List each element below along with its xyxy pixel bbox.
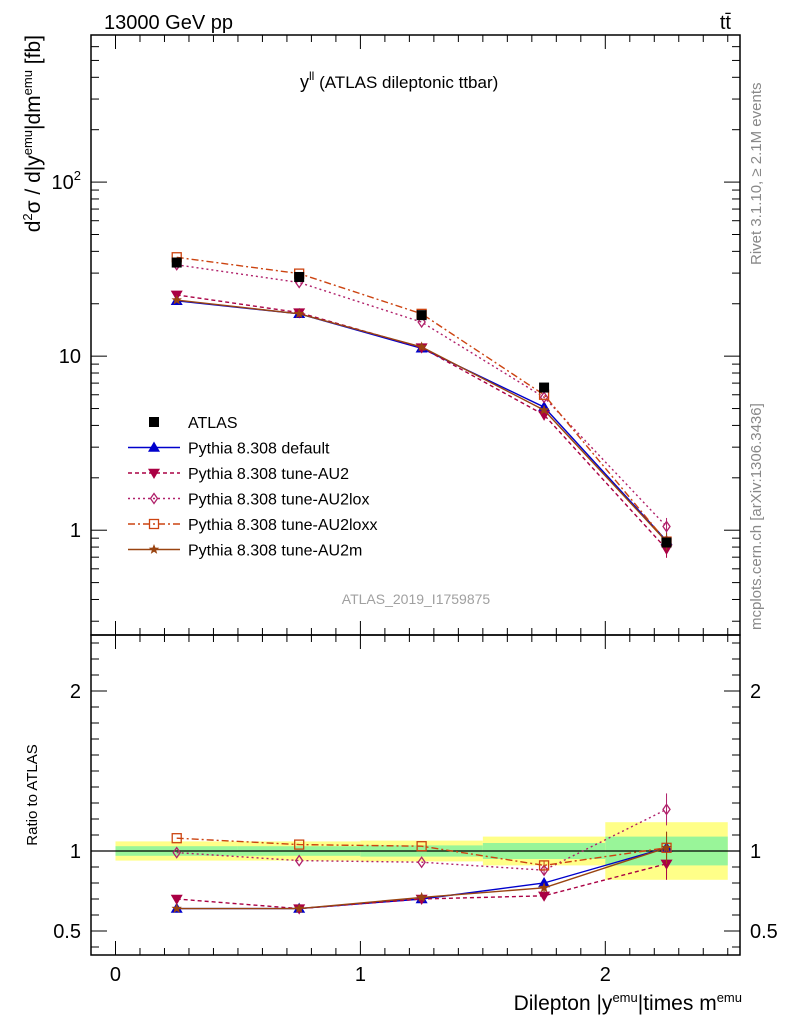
ratio-5-point <box>661 842 672 853</box>
y-tick-label: 1 <box>70 520 81 542</box>
legend-label: Pythia 8.308 tune-AU2lox <box>188 492 369 509</box>
ratio-3-point <box>417 856 426 869</box>
legend-label: Pythia 8.308 tune-AU2 <box>188 466 349 483</box>
ratio-1-point <box>538 877 551 888</box>
series-5-point <box>416 341 427 352</box>
series-5-point <box>293 308 305 319</box>
ratio-y-axis-label: Ratio to ATLAS <box>24 744 41 845</box>
y-tick-label: 102 <box>52 168 81 194</box>
y-tick-label: 10 <box>59 346 81 368</box>
ratio-y-tick-label-right: 1 <box>750 841 761 863</box>
ratio-5-point <box>293 903 305 913</box>
series-3-point <box>539 391 549 404</box>
analysis-id-label: ATLAS_2019_I1759875 <box>342 591 491 607</box>
atlas-data-point <box>171 257 182 268</box>
ratio-line-3 <box>176 808 667 871</box>
mcplots-label: mcplots.cern.ch [arXiv:1306.3436] <box>748 403 765 630</box>
ratio-line-4 <box>176 837 667 867</box>
series-line-3 <box>176 264 668 527</box>
ratio-y-tick-label-right: 0.5 <box>750 921 778 943</box>
legend-label: Pythia 8.308 tune-AU2m <box>188 543 362 560</box>
title-observable: y <box>300 72 309 92</box>
atlas-data-point <box>539 382 550 393</box>
title-superscript: ll <box>309 69 314 83</box>
ratio-5-point <box>538 882 550 893</box>
ratio-panel: 0 1 2 0.5 0.5 1 1 2 2 <box>53 634 778 986</box>
ratio-3-point <box>294 854 304 867</box>
header-final-state: tt̄ <box>720 12 732 34</box>
ratio-3-point <box>539 864 549 877</box>
ratio-4-point <box>171 833 182 844</box>
ratio-2-point <box>538 891 551 902</box>
ratio-frame-bg <box>91 35 740 635</box>
series-5-point <box>538 404 550 415</box>
ratio-y-tick-label: 2 <box>70 681 81 703</box>
y-axis-label: d2σ / d|yemu|dmemu [fb] <box>20 35 45 232</box>
series-3-point <box>662 520 671 533</box>
ratio-frame <box>90 634 741 956</box>
legend-marker <box>149 492 159 505</box>
ratio-4-point <box>538 860 550 871</box>
ratio-y-tick-label: 1 <box>70 841 81 863</box>
legend-label: ATLAS <box>188 415 238 432</box>
atlas-data-point <box>661 537 672 548</box>
ratio-3-point <box>172 846 182 859</box>
atlas-data-point <box>294 271 305 282</box>
main-panel: 1 10 102 yll (ATLAS dileptonic ttbar) ATLA… <box>52 34 741 636</box>
legend-label: Pythia 8.308 tune-AU2loxx <box>188 517 377 534</box>
ratio-5-point <box>416 891 427 902</box>
legend-marker <box>148 518 160 530</box>
rivet-version-label: Rivet 3.1.10, ≥ 2.1M events <box>748 83 765 266</box>
ratio-y-tick-label: 0.5 <box>53 921 81 943</box>
series-line-2 <box>176 294 668 550</box>
legend-marker <box>148 468 160 479</box>
ratio-4-point <box>416 841 427 852</box>
x-axis-label: Dilepton |yemu|times memu <box>514 990 742 1015</box>
legend-marker <box>149 417 159 427</box>
ratio-2-point <box>170 894 183 905</box>
x-tick-label: 1 <box>355 964 366 986</box>
title-description: (ATLAS dileptonic ttbar) <box>314 73 498 92</box>
ratio-3-point <box>662 803 671 816</box>
x-tick-label: 0 <box>110 964 121 986</box>
ratio-5-point <box>171 903 182 913</box>
ratio-2-point <box>660 859 673 870</box>
legend-label: Pythia 8.308 default <box>188 441 330 458</box>
legend: ATLAS Pythia 8.308 default Pythia 8.308 tu… <box>128 415 377 560</box>
ratio-y-tick-label-right: 2 <box>750 681 761 703</box>
series-3-point <box>417 315 426 329</box>
legend-marker <box>148 544 160 554</box>
ratio-4-point <box>294 839 305 850</box>
series-5-point <box>171 294 182 305</box>
legend-marker <box>148 441 160 452</box>
atlas-data-point <box>416 310 427 321</box>
x-tick-label: 2 <box>600 964 611 986</box>
header-process: 13000 GeV pp <box>104 12 233 34</box>
chart-title: yll (ATLAS dileptonic ttbar) <box>300 69 498 92</box>
